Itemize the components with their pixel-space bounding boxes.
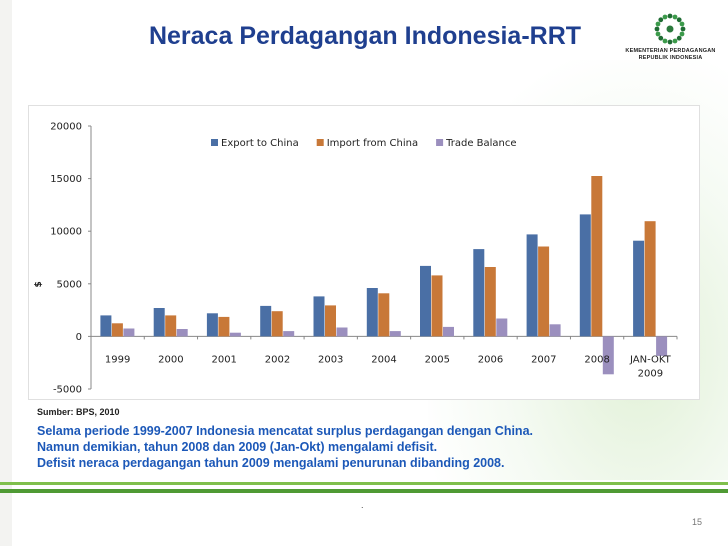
x-tick-label: 2008 bbox=[584, 354, 609, 365]
logo-ray bbox=[679, 31, 685, 37]
bar-import-from-china bbox=[644, 221, 656, 337]
bar-trade-balance bbox=[656, 336, 668, 356]
y-tick-label: 0 bbox=[76, 332, 82, 343]
legend-label: Trade Balance bbox=[445, 138, 516, 149]
x-tick-label: 2000 bbox=[158, 354, 183, 365]
bar-export-to-china bbox=[633, 240, 645, 337]
logo-ray bbox=[658, 35, 664, 41]
logo-ray bbox=[654, 26, 660, 32]
source-note: Sumber: BPS, 2010 bbox=[37, 407, 120, 417]
bar-import-from-china bbox=[325, 305, 336, 337]
x-tick-label: 2005 bbox=[425, 354, 450, 365]
bar-trade-balance bbox=[496, 318, 508, 337]
x-tick-label: 2003 bbox=[318, 354, 343, 365]
bar-trade-balance bbox=[229, 332, 241, 337]
logo-ray bbox=[676, 17, 682, 23]
y-tick-label: -5000 bbox=[53, 385, 82, 396]
page-number: 15 bbox=[691, 517, 702, 527]
bar-trade-balance bbox=[602, 336, 614, 375]
x-tick-label: 2006 bbox=[478, 354, 503, 365]
footer-dot: . bbox=[361, 500, 364, 510]
footer-rule-dark bbox=[0, 489, 728, 493]
y-tick-label: 10000 bbox=[50, 227, 82, 238]
bar-trade-balance bbox=[549, 324, 561, 337]
slide-title: Neraca Perdagangan Indonesia-RRT bbox=[148, 22, 582, 50]
legend-label: Export to China bbox=[221, 138, 299, 149]
footer-rule-light bbox=[0, 482, 728, 485]
bar-export-to-china bbox=[526, 234, 538, 337]
legend-swatch bbox=[316, 139, 324, 146]
bar-export-to-china bbox=[100, 315, 112, 337]
y-tick-label: 20000 bbox=[50, 122, 82, 133]
y-tick-label: 15000 bbox=[50, 174, 82, 185]
x-tick-label: 2002 bbox=[265, 354, 290, 365]
bar-export-to-china bbox=[206, 313, 218, 337]
x-tick-label: 2001 bbox=[211, 354, 236, 365]
x-tick-label: 1999 bbox=[105, 354, 130, 365]
x-tick-label: 2004 bbox=[371, 354, 396, 365]
logo-ray bbox=[655, 31, 661, 37]
note-line-3: Defisit neraca perdagangan tahun 2009 me… bbox=[37, 456, 505, 470]
bar-trade-balance bbox=[443, 326, 454, 337]
bar-export-to-china bbox=[579, 214, 591, 337]
y-tick-label: 5000 bbox=[57, 279, 82, 290]
legend-swatch bbox=[436, 139, 444, 146]
bar-chart: 20000 15000 10000 5000 0 -5000 $1999 2000 2001 20… bbox=[34, 122, 678, 396]
logo-ray bbox=[662, 38, 668, 44]
ministry-emblem-icon bbox=[654, 13, 686, 45]
logo-line-2: REPUBLIK INDONESIA bbox=[638, 55, 703, 61]
x-tick-label: JAN-OKT bbox=[629, 354, 672, 365]
legend-label: Import from China bbox=[327, 138, 418, 149]
ministry-logo: KEMENTERIAN PERDAGANGAN REPUBLIK INDONES… bbox=[618, 8, 723, 68]
bar-import-from-china bbox=[431, 275, 443, 337]
logo-ray bbox=[676, 35, 682, 41]
bar-trade-balance bbox=[336, 327, 348, 337]
logo-ray bbox=[680, 26, 686, 32]
logo-ray bbox=[667, 13, 673, 19]
bar-export-to-china bbox=[420, 265, 431, 337]
note-line-2: Namun demikian, tahun 2008 dan 2009 (Jan… bbox=[37, 440, 438, 454]
bar-export-to-china bbox=[313, 296, 325, 337]
logo-ray bbox=[672, 38, 678, 44]
bar-trade-balance bbox=[176, 329, 188, 337]
chart-area: 20000 15000 10000 5000 0 -5000 $1999 2000 2001 20… bbox=[28, 105, 700, 400]
bar-export-to-china bbox=[366, 288, 378, 337]
bar-import-from-china bbox=[538, 246, 550, 337]
x-tick-label: 2009 bbox=[638, 368, 663, 379]
bar-trade-balance bbox=[389, 331, 401, 337]
slide-left-band bbox=[0, 0, 12, 546]
bar-import-from-china bbox=[165, 315, 177, 337]
y-axis-label: $ bbox=[34, 281, 44, 287]
bar-import-from-china bbox=[271, 311, 283, 337]
bar-trade-balance bbox=[123, 328, 135, 337]
logo-ray bbox=[655, 21, 661, 27]
bar-import-from-china bbox=[378, 293, 390, 337]
logo-ray bbox=[658, 17, 664, 23]
note-line-1: Selama periode 1999-2007 Indonesia menca… bbox=[37, 424, 533, 438]
bar-import-from-china bbox=[591, 176, 603, 337]
bar-import-from-china bbox=[484, 267, 496, 337]
logo-ray bbox=[662, 14, 668, 20]
bar-export-to-china bbox=[260, 305, 272, 337]
logo-ray bbox=[672, 14, 678, 20]
bar-import-from-china bbox=[111, 323, 123, 337]
logo-ray bbox=[667, 39, 673, 45]
bar-import-from-china bbox=[218, 316, 230, 337]
logo-line-1: KEMENTERIAN PERDAGANGAN bbox=[625, 48, 716, 54]
bar-trade-balance bbox=[283, 331, 295, 337]
bar-export-to-china bbox=[153, 308, 165, 337]
x-tick-label: 2007 bbox=[531, 354, 556, 365]
bar-export-to-china bbox=[473, 249, 485, 337]
logo-ray bbox=[679, 21, 685, 27]
legend-swatch bbox=[211, 139, 218, 146]
